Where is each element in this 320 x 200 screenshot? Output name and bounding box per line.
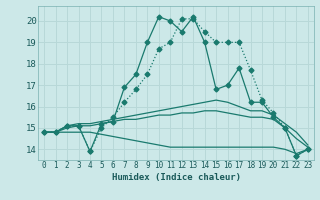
X-axis label: Humidex (Indice chaleur): Humidex (Indice chaleur): [111, 173, 241, 182]
